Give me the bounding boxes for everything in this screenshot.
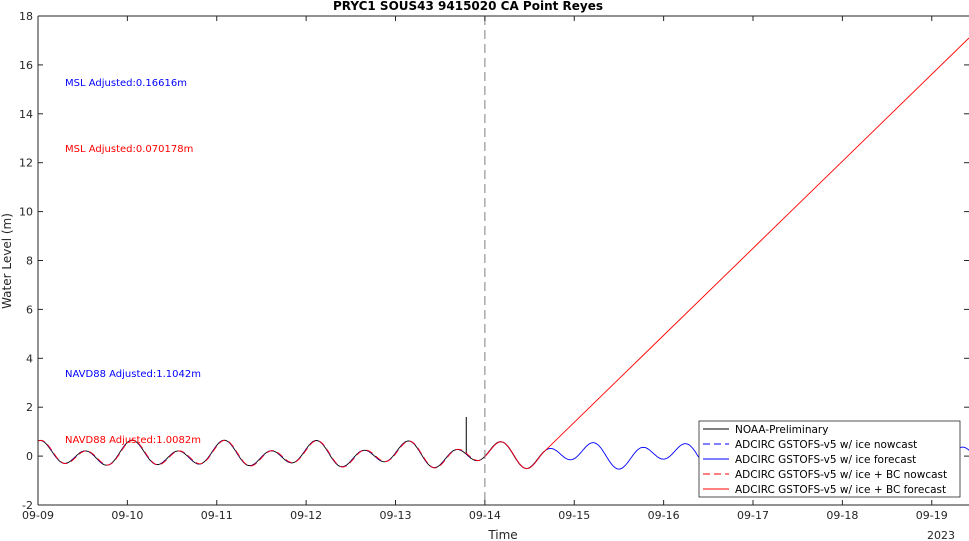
series-line-4	[37, 439, 486, 469]
y-tick-label: 14	[19, 108, 33, 121]
x-tick-label: 09-12	[290, 509, 322, 522]
x-year-label: 2023	[927, 529, 955, 541]
legend-label: NOAA-Preliminary	[735, 424, 828, 436]
x-tick-label: 09-17	[737, 509, 769, 522]
annotation-3: NAVD88 Adjusted:1.1042m	[65, 369, 201, 380]
legend-label: ADCIRC GSTOFS-v5 w/ ice nowcast	[735, 439, 917, 451]
y-axis-label: Water Level (m)	[0, 213, 14, 309]
annotation-4: NAVD88 Adjusted:1.0082m	[65, 435, 201, 446]
legend-label: ADCIRC GSTOFS-v5 w/ ice + BC nowcast	[735, 469, 947, 481]
y-tick-label: -2	[22, 499, 33, 512]
y-tick-label: 16	[19, 59, 33, 72]
axes: -2 0 2 4 6 8 10 12 14 16 18 09-09 09-10 09-11 09-12 09-…	[19, 10, 969, 522]
x-tick-label: 09-16	[648, 509, 680, 522]
x-tick-label: 09-10	[111, 509, 143, 522]
x-tick-label: 09-15	[558, 509, 590, 522]
x-tick-label: 09-11	[201, 509, 233, 522]
legend-label: ADCIRC GSTOFS-v5 w/ ice forecast	[735, 454, 916, 466]
chart-title: PRYC1 SOUS43 9415020 CA Point Reyes	[333, 0, 603, 13]
x-axis-label: Time	[487, 528, 517, 541]
annotation-2: MSL Adjusted:0.070178m	[65, 144, 193, 155]
y-tick-label: 12	[19, 157, 33, 170]
annotation-1: MSL Adjusted:0.16616m	[65, 78, 187, 89]
x-tick-label: 09-18	[826, 509, 858, 522]
y-tick-label: 10	[19, 206, 33, 219]
annotations: MSL Adjusted:0.16616m MSL Adjusted:0.0701…	[65, 78, 201, 446]
y-tick-label: 0	[26, 450, 33, 463]
x-tick-label: 09-19	[916, 509, 948, 522]
x-tick-label: 09-13	[380, 509, 412, 522]
series-line-5	[484, 37, 969, 469]
legend-box	[698, 420, 961, 498]
legend: NOAA-Preliminary ADCIRC GSTOFS-v5 w/ ice …	[698, 420, 961, 498]
x-tick-label: 09-09	[22, 509, 54, 522]
y-tick-label: 18	[19, 10, 33, 23]
y-tick-label: 4	[26, 352, 33, 365]
y-tick-label: 8	[26, 255, 33, 268]
x-tick-label: 09-14	[469, 509, 501, 522]
legend-label: ADCIRC GSTOFS-v5 w/ ice + BC forecast	[735, 484, 946, 496]
y-tick-label: 2	[26, 401, 33, 414]
y-tick-label: 6	[26, 303, 33, 316]
